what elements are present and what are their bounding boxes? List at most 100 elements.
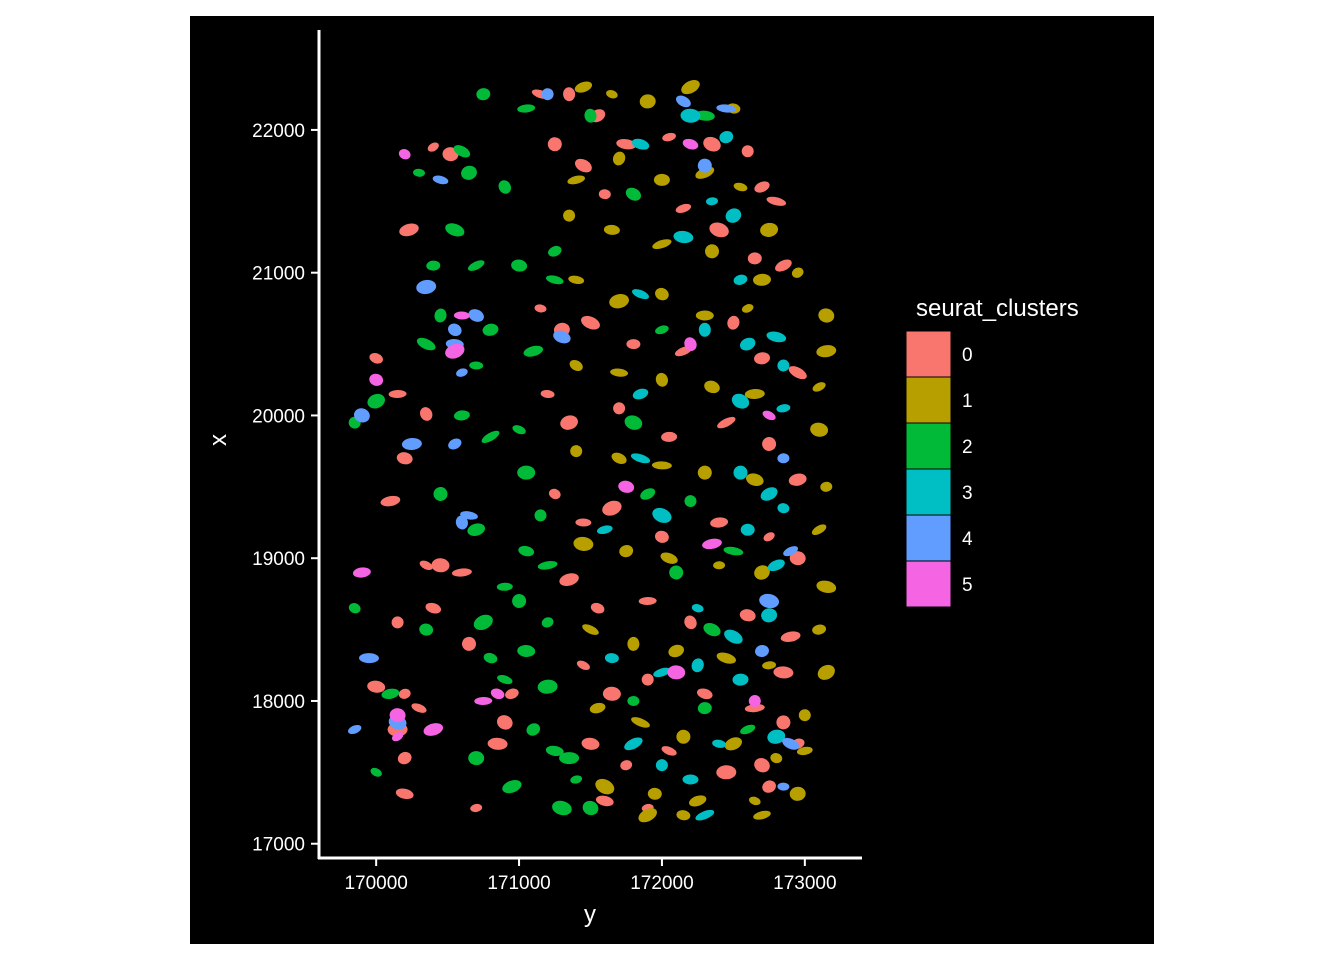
point-cluster-3 <box>698 322 711 337</box>
point-cluster-3 <box>682 774 699 785</box>
point-cluster-0 <box>654 530 669 543</box>
point-cluster-5 <box>445 343 465 359</box>
x-tick-label: 172000 <box>630 873 693 894</box>
legend-label-3: 3 <box>962 483 973 504</box>
point-cluster-0 <box>581 737 600 750</box>
point-cluster-1 <box>733 182 748 192</box>
point-cluster-4 <box>782 737 800 750</box>
point-cluster-1 <box>655 372 668 387</box>
point-cluster-1 <box>820 481 833 492</box>
point-cluster-3 <box>712 739 727 748</box>
point-cluster-5 <box>762 410 776 421</box>
point-cluster-0 <box>540 389 555 399</box>
point-cluster-1 <box>791 267 804 278</box>
point-cluster-4 <box>553 330 571 344</box>
point-cluster-1 <box>705 244 719 259</box>
point-cluster-0 <box>717 416 736 429</box>
point-cluster-5 <box>423 723 444 736</box>
point-cluster-3 <box>766 331 787 343</box>
point-cluster-2 <box>483 652 498 664</box>
y-tick-label: 17000 <box>252 835 305 856</box>
point-cluster-3 <box>725 208 742 223</box>
point-cluster-0 <box>788 366 807 380</box>
data-points <box>348 80 837 823</box>
point-cluster-1 <box>568 275 585 284</box>
point-cluster-0 <box>716 765 737 780</box>
point-cluster-0 <box>420 407 433 421</box>
point-cluster-5 <box>490 688 505 700</box>
y-tick-label: 18000 <box>252 692 305 713</box>
point-cluster-2 <box>348 603 361 614</box>
point-cluster-2 <box>523 345 544 357</box>
point-cluster-1 <box>573 536 594 551</box>
series-1 <box>563 80 837 823</box>
point-cluster-0 <box>675 203 692 213</box>
point-cluster-2 <box>517 104 536 113</box>
point-cluster-2 <box>381 688 400 699</box>
point-cluster-0 <box>581 315 600 330</box>
point-cluster-1 <box>697 465 712 480</box>
point-cluster-0 <box>399 223 419 237</box>
point-cluster-2 <box>433 487 448 501</box>
point-cluster-0 <box>574 158 592 173</box>
point-cluster-0 <box>576 660 590 671</box>
point-cluster-3 <box>706 197 718 206</box>
point-cluster-5 <box>392 732 404 742</box>
point-cluster-1 <box>704 380 720 394</box>
point-cluster-0 <box>534 304 547 313</box>
point-cluster-1 <box>741 304 754 313</box>
point-cluster-4 <box>348 724 362 735</box>
point-cluster-1 <box>655 287 669 301</box>
point-cluster-1 <box>609 294 629 309</box>
point-cluster-2 <box>518 545 535 557</box>
x-tick-label: 171000 <box>487 873 550 894</box>
point-cluster-2 <box>367 393 385 409</box>
point-cluster-2 <box>545 745 564 757</box>
point-cluster-3 <box>776 404 791 413</box>
point-cluster-5 <box>748 695 761 707</box>
point-cluster-0 <box>487 737 508 750</box>
point-cluster-4 <box>777 453 790 464</box>
point-cluster-2 <box>461 165 477 180</box>
point-cluster-0 <box>496 715 513 730</box>
point-cluster-2 <box>476 88 491 101</box>
point-cluster-0 <box>763 532 775 542</box>
point-cluster-0 <box>602 686 621 701</box>
point-cluster-4 <box>448 438 462 450</box>
point-cluster-1 <box>744 388 765 400</box>
point-cluster-3 <box>695 809 715 821</box>
point-cluster-3 <box>653 667 671 678</box>
point-cluster-0 <box>595 795 614 807</box>
point-cluster-1 <box>753 273 771 286</box>
point-cluster-4 <box>783 546 799 557</box>
point-cluster-0 <box>411 703 427 713</box>
point-cluster-0 <box>710 517 729 528</box>
point-cluster-1 <box>689 795 707 807</box>
point-cluster-2 <box>502 780 522 794</box>
point-cluster-0 <box>563 87 576 102</box>
point-cluster-0 <box>773 666 794 679</box>
point-cluster-3 <box>761 608 778 623</box>
point-cluster-0 <box>754 757 770 773</box>
point-cluster-3 <box>631 138 650 150</box>
point-cluster-1 <box>651 461 672 470</box>
point-cluster-3 <box>632 289 649 300</box>
y-tick-label: 22000 <box>252 121 305 142</box>
y-tick-label: 21000 <box>252 264 305 285</box>
point-cluster-1 <box>810 422 829 437</box>
x-axis-title: y <box>584 901 596 928</box>
point-cluster-4 <box>455 515 468 530</box>
point-cluster-1 <box>754 565 770 580</box>
legend-label-4: 4 <box>962 529 973 550</box>
point-cluster-1 <box>647 787 662 800</box>
point-cluster-1 <box>753 810 771 820</box>
point-cluster-0 <box>638 596 657 606</box>
point-cluster-4 <box>716 104 737 113</box>
point-cluster-4 <box>541 88 554 101</box>
y-axis-title: x <box>205 434 232 446</box>
point-cluster-2 <box>526 723 541 736</box>
point-cluster-3 <box>733 465 748 480</box>
point-cluster-0 <box>776 715 791 730</box>
legend-key-1 <box>905 376 952 424</box>
point-cluster-0 <box>505 688 519 700</box>
